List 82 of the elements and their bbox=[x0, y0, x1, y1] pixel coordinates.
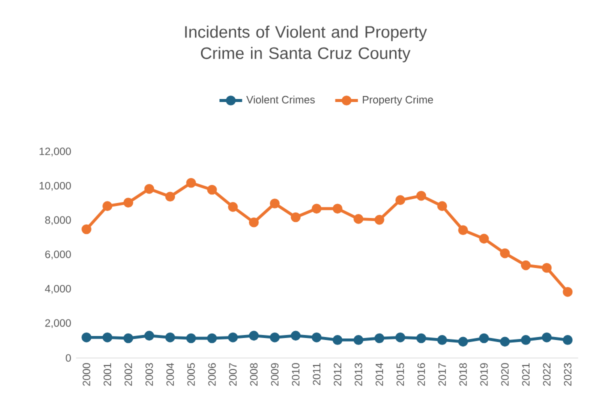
x-tick-label: 2005 bbox=[187, 363, 195, 386]
point bbox=[479, 234, 489, 244]
x-tick-label: 2007 bbox=[229, 363, 237, 386]
x-tick-label: 2015 bbox=[396, 363, 404, 386]
x-tick-label: 2014 bbox=[376, 363, 384, 386]
x-tick-label: 2000 bbox=[82, 363, 90, 386]
x-tick-label: 2017 bbox=[438, 363, 446, 386]
point bbox=[207, 333, 217, 344]
point bbox=[248, 330, 259, 341]
point bbox=[374, 214, 384, 225]
point bbox=[520, 335, 531, 345]
point bbox=[458, 336, 468, 347]
point bbox=[542, 262, 552, 273]
x-tick-label: 2011 bbox=[312, 363, 320, 386]
x-tick-label: 2009 bbox=[271, 363, 279, 386]
x-tick-label: 2010 bbox=[292, 363, 300, 386]
x-tick-label: 2022 bbox=[542, 363, 551, 386]
point bbox=[186, 333, 196, 344]
x-tick-label: 2001 bbox=[104, 363, 112, 386]
legend-label: Violent Crimes bbox=[246, 96, 315, 104]
y-tick-label: 6,000 bbox=[45, 250, 71, 260]
x-tick-label: 2012 bbox=[334, 363, 342, 386]
y-tick-label: 0 bbox=[66, 354, 71, 362]
point bbox=[248, 217, 259, 228]
y-tick-label: 8,000 bbox=[45, 216, 71, 226]
point bbox=[416, 190, 426, 201]
point bbox=[270, 198, 280, 208]
point bbox=[520, 260, 531, 270]
x-tick-label: 2003 bbox=[145, 363, 153, 386]
point bbox=[500, 248, 510, 258]
point bbox=[395, 332, 406, 342]
point bbox=[82, 224, 92, 234]
point bbox=[542, 332, 552, 342]
point bbox=[123, 333, 134, 344]
point bbox=[437, 201, 448, 211]
x-tick-label: 2016 bbox=[417, 363, 425, 386]
point bbox=[102, 201, 112, 211]
x-tick-label: 2020 bbox=[501, 363, 509, 386]
point bbox=[144, 330, 154, 341]
point bbox=[312, 332, 322, 342]
x-tick-label: 2004 bbox=[166, 363, 174, 386]
x-tick-label: 2008 bbox=[250, 363, 258, 386]
x-tick-label: 2006 bbox=[208, 363, 216, 386]
x-tick-label: 2002 bbox=[124, 363, 132, 386]
point bbox=[374, 333, 384, 344]
point bbox=[290, 212, 301, 222]
point bbox=[332, 335, 342, 345]
point bbox=[332, 204, 342, 214]
x-tick-label: 2019 bbox=[480, 363, 488, 386]
point bbox=[562, 335, 573, 345]
x-tick-label: 2013 bbox=[354, 363, 362, 386]
point bbox=[562, 286, 573, 297]
point bbox=[144, 184, 154, 194]
x-tick-label: 2021 bbox=[522, 363, 530, 386]
point bbox=[395, 195, 406, 205]
point bbox=[207, 184, 217, 195]
point bbox=[458, 225, 468, 236]
point bbox=[102, 332, 112, 342]
y-tick-label: 10,000 bbox=[40, 182, 71, 191]
point bbox=[165, 332, 176, 342]
point bbox=[416, 333, 426, 344]
y-tick-label: 4,000 bbox=[44, 284, 71, 294]
legend-label: Property Crime bbox=[362, 96, 433, 106]
point bbox=[228, 332, 238, 342]
y-tick-label: 2,000 bbox=[45, 319, 71, 328]
point bbox=[123, 198, 134, 208]
point bbox=[270, 332, 280, 342]
point bbox=[500, 336, 510, 347]
point bbox=[312, 204, 322, 214]
point bbox=[479, 333, 489, 344]
point bbox=[437, 335, 448, 345]
point bbox=[228, 202, 238, 212]
point bbox=[186, 178, 196, 188]
point bbox=[354, 214, 364, 224]
chart-title: Incidents of Violent and Property Crime in Santa Cruz County bbox=[185, 26, 427, 62]
y-tick-label: 12,000 bbox=[40, 148, 71, 156]
point bbox=[165, 192, 176, 202]
point bbox=[290, 330, 301, 341]
x-tick-label: 2018 bbox=[459, 363, 467, 386]
x-tick-label: 2023 bbox=[564, 363, 572, 386]
point bbox=[82, 332, 92, 342]
point bbox=[354, 335, 364, 345]
